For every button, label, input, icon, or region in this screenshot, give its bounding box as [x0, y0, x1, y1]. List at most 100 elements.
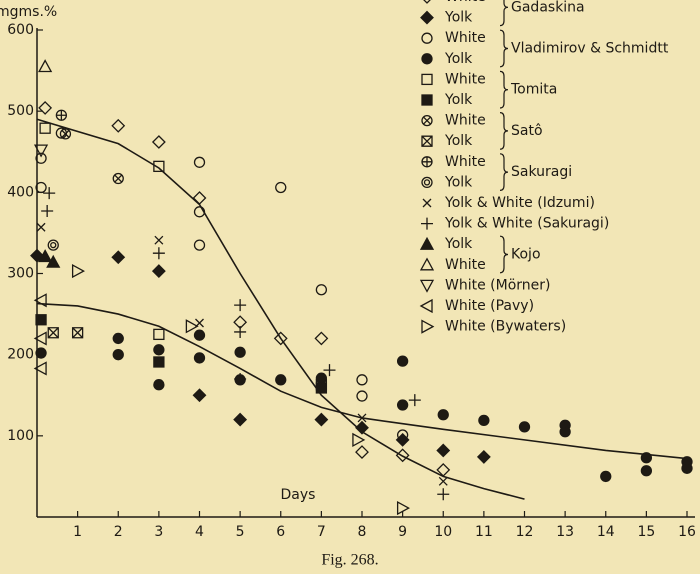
x-tick-label: 1: [73, 524, 82, 540]
point: [35, 314, 47, 326]
point: [352, 432, 366, 447]
legend-group-label: Sakuragi: [511, 164, 572, 180]
legend-marker: [421, 319, 435, 334]
point: [518, 421, 531, 433]
point: [152, 247, 165, 260]
legend-label: White (Pavy): [445, 298, 534, 314]
point: [154, 235, 164, 245]
point: [234, 346, 246, 358]
point: [396, 500, 410, 516]
point: [153, 328, 165, 341]
legend-label: White: [445, 154, 486, 170]
point: [33, 361, 47, 376]
point: [233, 412, 248, 427]
fit-curve: [36, 118, 525, 500]
y-tick-label: 300: [7, 266, 34, 282]
point: [314, 412, 329, 427]
x-tick-label: 16: [678, 524, 696, 540]
point: [111, 250, 126, 265]
point: [112, 349, 124, 361]
legend-label: Yolk & White (Sakuragi): [444, 216, 609, 232]
point: [46, 254, 61, 268]
legend-label: Yolk: [444, 236, 473, 252]
point: [478, 414, 490, 427]
point: [323, 364, 336, 377]
point: [151, 135, 166, 149]
point: [315, 284, 328, 296]
legend-marker: [419, 236, 435, 250]
legend-marker: [421, 135, 433, 147]
legend-label: White: [445, 71, 486, 87]
point: [356, 390, 368, 402]
point: [185, 319, 199, 334]
legend-label: White: [445, 30, 486, 46]
point: [33, 331, 47, 346]
point: [192, 388, 207, 403]
point: [71, 263, 85, 279]
x-tick-label: 6: [276, 524, 285, 540]
legend-brace: [499, 153, 509, 191]
caption: Fig. 268.: [321, 552, 378, 569]
legend-marker: [421, 73, 433, 86]
point: [436, 443, 451, 458]
point: [437, 488, 450, 501]
point: [273, 331, 288, 346]
legend-label: White (Mörner): [445, 277, 550, 293]
x-tick-label: 4: [195, 524, 204, 540]
point: [35, 347, 47, 359]
point: [234, 299, 247, 312]
point: [315, 379, 328, 391]
point: [30, 248, 44, 263]
legend-brace: [499, 112, 509, 150]
point: [39, 122, 51, 134]
x-tick-label: 3: [154, 524, 163, 540]
legend-label: Yolk: [444, 174, 473, 190]
point: [193, 329, 206, 341]
point: [38, 249, 53, 263]
fit-curve: [36, 302, 688, 460]
point: [600, 470, 612, 483]
legend-marker: [421, 53, 433, 65]
legend-marker: [421, 94, 433, 106]
point: [395, 448, 410, 463]
legend-marker: [419, 279, 435, 293]
x-tick-label: 13: [556, 524, 574, 540]
legend-group-label: Tomita: [510, 82, 557, 98]
point: [193, 352, 206, 364]
legend-group-label: Satô: [511, 123, 543, 139]
y-tick-label: 400: [7, 184, 34, 200]
legend-group-label: Vladimirov & Schmidtt: [511, 41, 669, 57]
legend-marker: [421, 32, 433, 44]
x-axis-label: Days: [281, 487, 316, 503]
legend-marker: [423, 0, 431, 4]
point: [275, 374, 287, 386]
point: [314, 331, 329, 346]
legend-label: White: [445, 113, 486, 129]
y-axis-label: mgms.%: [0, 4, 57, 20]
legend-brace: [499, 0, 509, 27]
point: [33, 144, 49, 158]
point: [33, 293, 47, 308]
point: [38, 59, 53, 73]
point: [356, 374, 368, 386]
x-tick-label: 11: [475, 524, 493, 540]
x-tick-label: 5: [236, 524, 245, 540]
point: [47, 239, 59, 251]
point: [151, 264, 166, 278]
point: [153, 379, 165, 391]
legend-label: Yolk: [444, 92, 473, 108]
legend-marker: [419, 257, 435, 271]
point: [396, 429, 409, 441]
point: [355, 420, 369, 435]
point: [43, 187, 56, 200]
point: [476, 450, 491, 464]
point: [153, 344, 165, 356]
point: [193, 156, 206, 168]
y-tick-label: 100: [7, 428, 34, 444]
legend-label: Yolk: [444, 51, 473, 67]
legend-marker: [421, 176, 433, 188]
point: [234, 325, 247, 338]
